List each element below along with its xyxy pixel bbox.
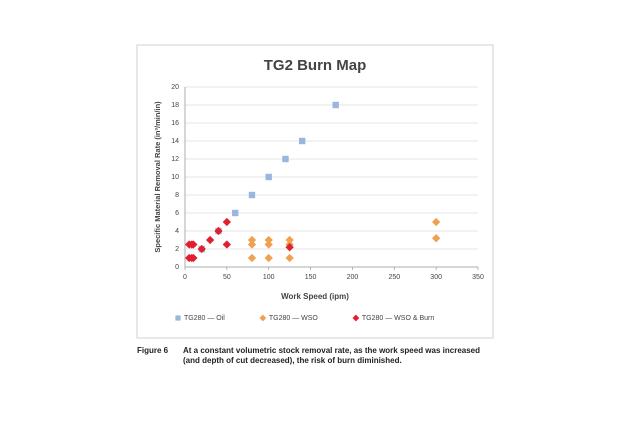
point	[431, 217, 441, 227]
y-tick-label: 2	[175, 246, 179, 253]
point	[431, 234, 441, 243]
x-tick-label: 350	[472, 274, 484, 281]
legend-label: TG280 — WSO	[269, 315, 319, 322]
point	[222, 217, 232, 227]
point	[264, 235, 273, 245]
point	[189, 253, 198, 263]
point	[214, 226, 223, 236]
legend-marker	[259, 314, 267, 322]
point	[247, 240, 257, 249]
caption-text: At a constant volumetric stock removal r…	[183, 346, 481, 365]
x-axis-label: Work Speed (ipm)	[281, 292, 349, 301]
x-tick-label: 100	[263, 274, 275, 281]
y-tick-label: 16	[171, 120, 179, 127]
point	[197, 244, 206, 254]
y-axis-label: Specific Material Removal Rate (in³/min/…	[153, 101, 162, 253]
point	[285, 253, 294, 263]
y-tick-label: 4	[175, 228, 179, 235]
point	[232, 209, 239, 217]
legend-item: TG280 — WSO & Burn	[352, 314, 434, 322]
point	[285, 235, 294, 245]
x-tick-label: 150	[305, 274, 317, 281]
y-tick-label: 0	[175, 264, 179, 271]
caption: Figure 6 At a constant volumetric stock …	[137, 346, 497, 366]
x-tick-label: 200	[347, 274, 359, 281]
legend-marker	[352, 314, 360, 322]
legend-marker	[175, 315, 181, 321]
y-tick-label: 18	[171, 102, 179, 109]
point	[265, 173, 272, 181]
point	[247, 235, 257, 245]
point	[264, 240, 273, 249]
x-tick-label: 50	[223, 274, 231, 281]
point	[189, 240, 198, 249]
point	[247, 253, 257, 263]
x-tick-label: 300	[430, 274, 442, 281]
point	[222, 240, 232, 249]
y-tick-label: 14	[171, 138, 179, 145]
y-tick-label: 20	[171, 84, 179, 91]
legend-label: TG280 — Oil	[184, 315, 225, 322]
legend-label: TG280 — WSO & Burn	[362, 315, 434, 322]
point	[332, 101, 339, 109]
legend-item: TG280 — WSO	[259, 314, 319, 322]
caption-label: Figure 6	[137, 346, 169, 355]
y-tick-label: 12	[171, 156, 179, 163]
point	[285, 243, 294, 252]
point	[299, 137, 306, 145]
chart-title: TG2 Burn Map	[264, 57, 367, 74]
y-tick-label: 6	[175, 210, 179, 217]
point	[205, 235, 215, 245]
point	[248, 191, 256, 199]
legend-item: TG280 — Oil	[175, 315, 225, 322]
point	[282, 155, 289, 163]
x-tick-label: 0	[183, 274, 187, 281]
point	[264, 253, 273, 263]
x-tick-label: 250	[388, 274, 400, 281]
y-tick-label: 10	[171, 174, 179, 181]
chart-frame	[136, 44, 494, 339]
y-tick-label: 8	[175, 192, 179, 199]
